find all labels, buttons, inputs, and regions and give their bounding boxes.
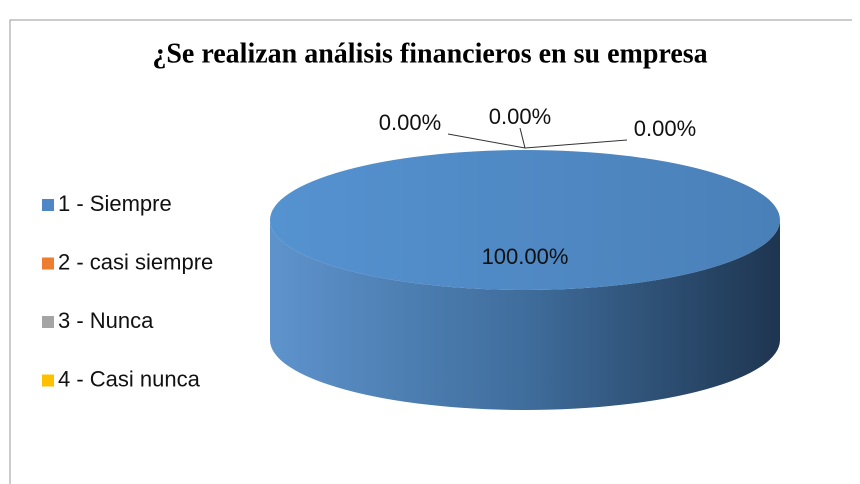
legend-swatch xyxy=(42,199,54,211)
legend-swatch xyxy=(42,316,54,328)
legend-label: 2 - casi siempre xyxy=(58,249,213,274)
data-label: 100.00% xyxy=(482,244,569,269)
legend-label: 4 - Casi nunca xyxy=(58,366,201,391)
legend-swatch xyxy=(42,257,54,270)
pie-slice xyxy=(270,150,780,410)
data-label: 0.00% xyxy=(379,110,441,135)
data-label: 0.00% xyxy=(489,104,551,129)
leader-line xyxy=(447,133,526,149)
legend-label: 1 - Siempre xyxy=(58,191,172,216)
chart-title: ¿Se realizan análisis financieros en su … xyxy=(152,38,707,69)
chart-border xyxy=(9,19,852,484)
legend-label: 3 - Nunca xyxy=(58,308,154,333)
pie-side xyxy=(270,220,780,410)
leader-line xyxy=(519,127,526,149)
leader-line xyxy=(524,139,628,149)
pie-top xyxy=(270,150,780,290)
legend-swatch xyxy=(42,374,54,387)
data-label: 0.00% xyxy=(634,116,696,141)
